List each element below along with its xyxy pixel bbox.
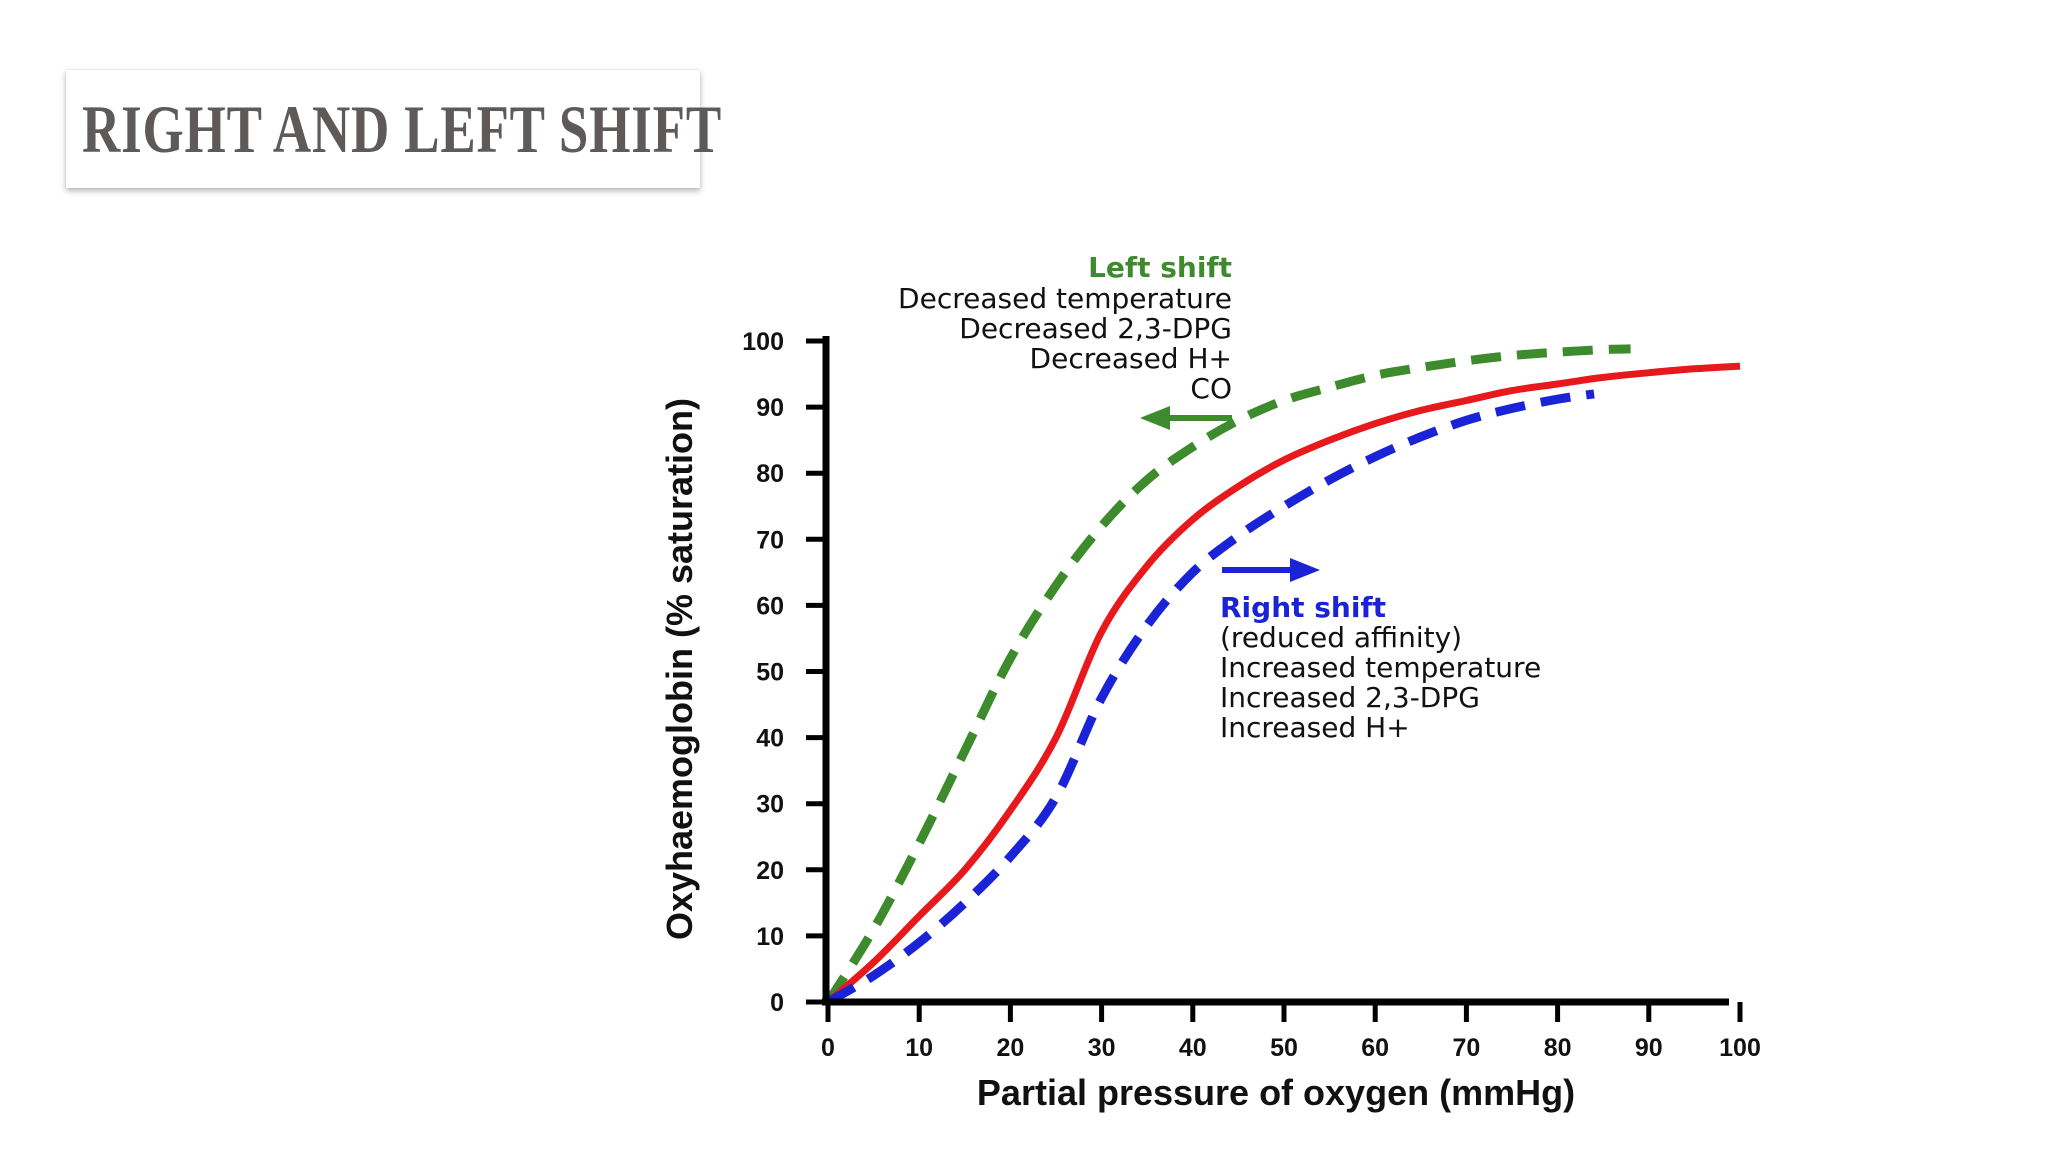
- left-shift-title: Left shift: [1088, 251, 1232, 284]
- curves-layer: [824, 344, 1741, 1006]
- right-shift-line-1: (reduced affinity): [1220, 621, 1462, 654]
- slide-title-box: RIGHT AND LEFT SHIFT: [66, 70, 721, 188]
- right-shift-line-4: Increased H+: [1220, 711, 1410, 744]
- y-tick-label: 90: [756, 394, 784, 422]
- ticks-layer: 0 10 20 30 40 50 60 70 80 90 100 0 10 20 30 40 50 60 70 80 9…: [742, 328, 1761, 1062]
- y-tick-label: 80: [756, 460, 784, 488]
- left-shift-annotation: Left shift Decreased temperature Decreas…: [898, 251, 1232, 430]
- y-tick-label: 0: [770, 989, 784, 1017]
- left-shift-line-2: Decreased 2,3-DPG: [959, 312, 1232, 345]
- x-tick-label: 40: [1179, 1034, 1207, 1062]
- left-shift-line-4: CO: [1190, 372, 1232, 405]
- y-tick-label: 100: [742, 328, 784, 356]
- right-curve: [825, 389, 1595, 1006]
- y-tick-label: 70: [756, 526, 784, 554]
- x-tick-label: 100: [1719, 1034, 1761, 1062]
- right-shift-line-2: Increased temperature: [1220, 651, 1541, 684]
- left-curve: [824, 344, 1631, 1005]
- left-shift-line-1: Decreased temperature: [898, 282, 1232, 315]
- x-tick-label: 70: [1452, 1034, 1480, 1062]
- x-tick-label: 50: [1270, 1034, 1298, 1062]
- left-arrow-icon: [1140, 406, 1232, 430]
- normal-curve: [825, 362, 1741, 1005]
- left-shift-line-3: Decreased H+: [1030, 342, 1232, 375]
- y-tick-label: 20: [756, 857, 784, 885]
- x-axis-label: Partial pressure of oxygen (mmHg): [977, 1072, 1575, 1113]
- x-tick-label: 60: [1361, 1034, 1389, 1062]
- y-tick-label: 30: [756, 791, 784, 819]
- slide-title: RIGHT AND LEFT SHIFT: [82, 90, 722, 167]
- x-tick-label: 80: [1544, 1034, 1572, 1062]
- y-axis-label: Oxyhaemoglobin (% saturation): [659, 398, 700, 940]
- x-tick-label: 30: [1088, 1034, 1116, 1062]
- y-tick-label: 50: [756, 659, 784, 687]
- y-tick-label: 10: [756, 923, 784, 951]
- right-shift-line-3: Increased 2,3-DPG: [1220, 681, 1480, 714]
- right-shift-annotation: Right shift (reduced affinity) Increased…: [1220, 558, 1541, 744]
- y-tick-label: 40: [756, 725, 784, 753]
- x-tick-label: 20: [996, 1034, 1024, 1062]
- x-tick-label: 90: [1635, 1034, 1663, 1062]
- right-arrow-icon: [1222, 558, 1320, 582]
- y-tick-label: 60: [756, 592, 784, 620]
- x-tick-label: 10: [905, 1034, 933, 1062]
- right-shift-title: Right shift: [1220, 591, 1386, 624]
- x-tick-label: 0: [821, 1034, 835, 1062]
